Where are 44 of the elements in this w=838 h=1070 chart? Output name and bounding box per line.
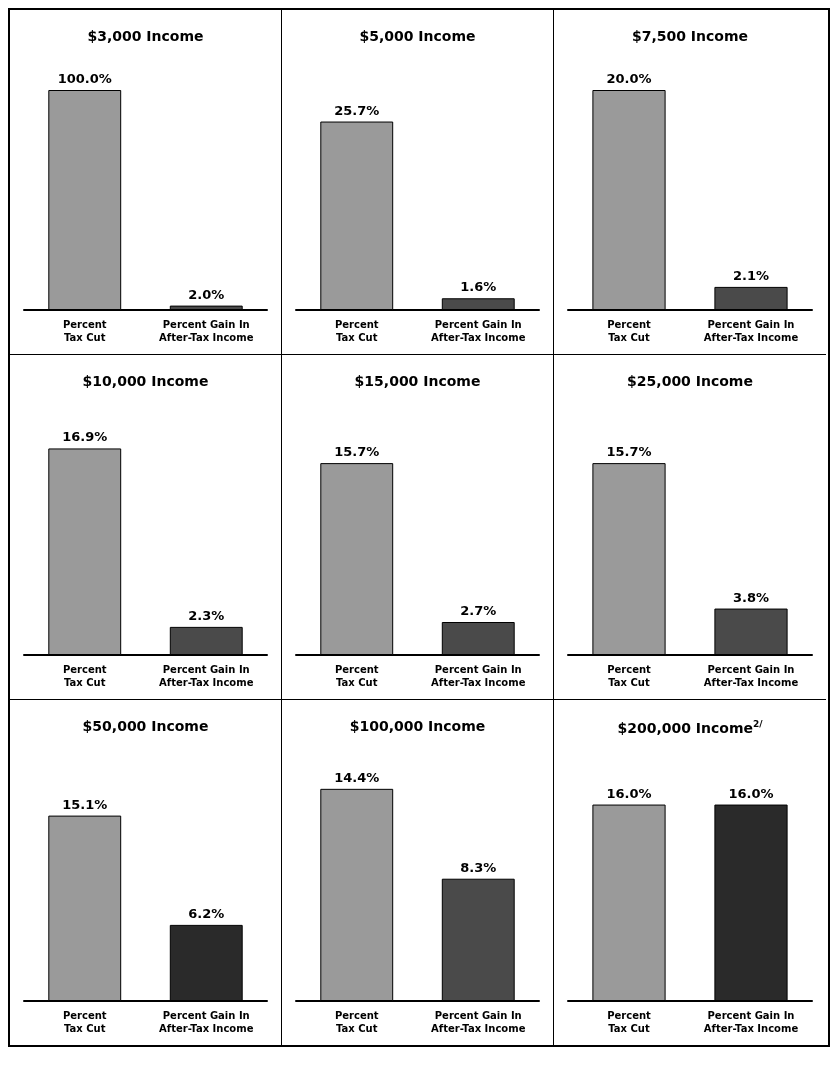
data-label: 15.7% [334,444,380,460]
x-tick-label: Percent Gain In After-Tax Income [431,664,526,688]
data-label: 14.4% [334,769,380,785]
chart-title: $10,000 Income [82,373,209,389]
data-label: 25.7% [334,102,380,118]
data-label: 6.2% [188,905,225,921]
data-label: 15.1% [62,796,108,812]
data-label: 2.1% [732,267,770,283]
data-label: 15.7% [606,444,652,460]
x-tick-label: Percent Gain In After-Tax Income [431,319,526,343]
data-label: 2.3% [188,607,225,623]
data-label: 1.6% [460,279,497,295]
data-label: 100.0% [57,71,112,86]
chart-title: $100,000 Income [349,718,486,734]
x-tick-label: Percent Tax Cut [607,1010,652,1034]
chart-title: $3,000 Income [87,28,204,44]
chart-title: $25,000 Income [627,373,753,389]
x-tick-label: Percent Tax Cut [334,664,379,688]
x-tick-label: Percent Gain In After-Tax Income [159,1010,254,1034]
x-tick-label: Percent Tax Cut [62,1010,107,1034]
x-tick-label: Percent Tax Cut [607,664,652,688]
chart-title: $5,000 Income [359,28,476,44]
data-label: 16.0% [728,785,774,801]
chart-title: $15,000 Income [354,373,481,389]
x-tick-label: Percent Gain In After-Tax Income [703,664,799,688]
chart-title: $50,000 Income [82,718,209,734]
x-tick-label: Percent Gain In After-Tax Income [431,1010,526,1034]
x-tick-label: Percent Gain In After-Tax Income [159,664,254,688]
x-tick-label: Percent Tax Cut [607,319,652,343]
data-label: 16.0% [606,785,652,801]
data-label: 20.0% [606,71,652,86]
x-tick-label: Percent Tax Cut [334,1010,379,1034]
data-label: 8.3% [460,859,497,875]
x-tick-label: Percent Tax Cut [62,319,107,343]
x-tick-label: Percent Gain In After-Tax Income [159,319,254,343]
chart-title: $7,500 Income [631,28,749,44]
x-tick-label: Percent Tax Cut [62,664,107,688]
data-label: 16.9% [62,429,108,445]
x-tick-label: Percent Gain In After-Tax Income [703,1010,799,1034]
x-tick-label: Percent Tax Cut [334,319,379,343]
data-label: 2.7% [460,603,497,618]
data-label: 2.0% [188,286,225,302]
data-label: 3.8% [732,589,770,605]
x-tick-label: Percent Gain In After-Tax Income [703,319,799,343]
